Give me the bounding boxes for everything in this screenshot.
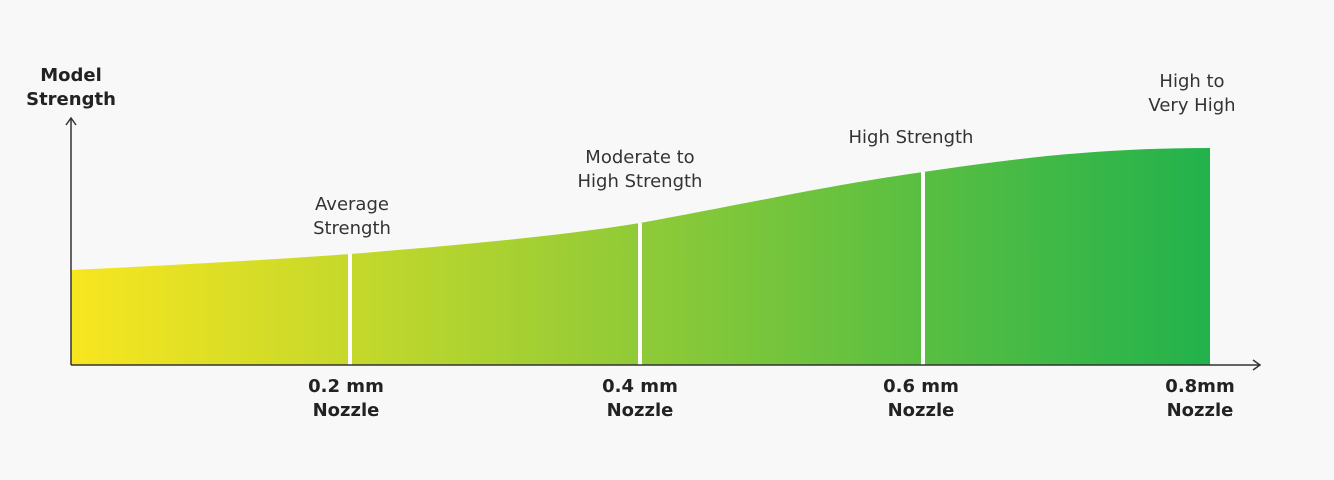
- y-arrow: [65, 116, 77, 126]
- dividers: [348, 172, 925, 365]
- y-axis-label: Strength: [26, 89, 116, 110]
- level-label: High Strength: [578, 171, 703, 192]
- level-label: High to: [1159, 71, 1224, 92]
- labels: Model Strength Average Strength 0.2 mm Nozzle…: [26, 65, 1235, 421]
- level-label: Average: [315, 194, 389, 215]
- x-arrow: [1252, 359, 1262, 371]
- nozzle-label: Nozzle: [313, 400, 380, 421]
- level-label: Strength: [313, 218, 391, 239]
- nozzle-label: 0.6 mm: [883, 376, 959, 397]
- nozzle-label: 0.8mm: [1165, 376, 1234, 397]
- level-label: Moderate to: [585, 147, 694, 168]
- nozzle-label: 0.2 mm: [308, 376, 384, 397]
- nozzle-label: 0.4 mm: [602, 376, 678, 397]
- level-label: High Strength: [849, 127, 974, 148]
- y-axis-label: Model: [40, 65, 102, 86]
- nozzle-label: Nozzle: [1167, 400, 1234, 421]
- level-label: Very High: [1148, 95, 1235, 116]
- nozzle-label: Nozzle: [888, 400, 955, 421]
- nozzle-label: Nozzle: [607, 400, 674, 421]
- axes: [65, 116, 1262, 371]
